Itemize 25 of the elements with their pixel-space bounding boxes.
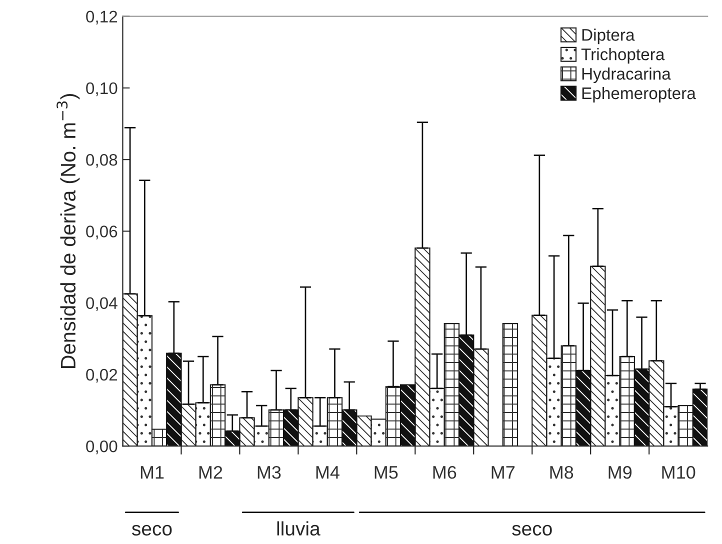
text: seco: [512, 524, 552, 536]
legend-label: Diptera: [582, 28, 635, 44]
legend-label: Trichoptera: [581, 48, 665, 64]
y-tick-label: 0,04: [86, 297, 118, 311]
y-tick-label: 0,02: [86, 368, 118, 383]
x-tick-label: M4: [316, 466, 340, 479]
x-tick-label: M5: [374, 466, 398, 479]
x-tick-label: M9: [608, 466, 632, 479]
y-tick-label: 0,12: [86, 10, 118, 24]
x-tick-label: M10: [662, 466, 696, 479]
x-tick-label: M3: [258, 466, 281, 479]
x-tick-label: M8: [550, 466, 574, 479]
x-tick-label: M1: [140, 466, 164, 479]
legend-label: Ephemeroptera: [582, 86, 696, 102]
x-tick-label: M6: [433, 466, 456, 479]
x-tick-label: M2: [199, 466, 222, 479]
y-tick-label: 0,08: [86, 154, 118, 168]
text: lluvia: [277, 521, 320, 536]
text: seco: [132, 524, 172, 536]
y-tick-label: 0,06: [86, 226, 118, 240]
legend-label: Hydracarina: [582, 67, 671, 84]
x-tick-label: M7: [492, 466, 515, 479]
y-axis-title: Densidad de deriva (No. m$^{−3}$): [56, 94, 80, 368]
y-tick-label: 0,10: [86, 82, 118, 96]
y-tick-label: 0,00: [86, 440, 118, 454]
